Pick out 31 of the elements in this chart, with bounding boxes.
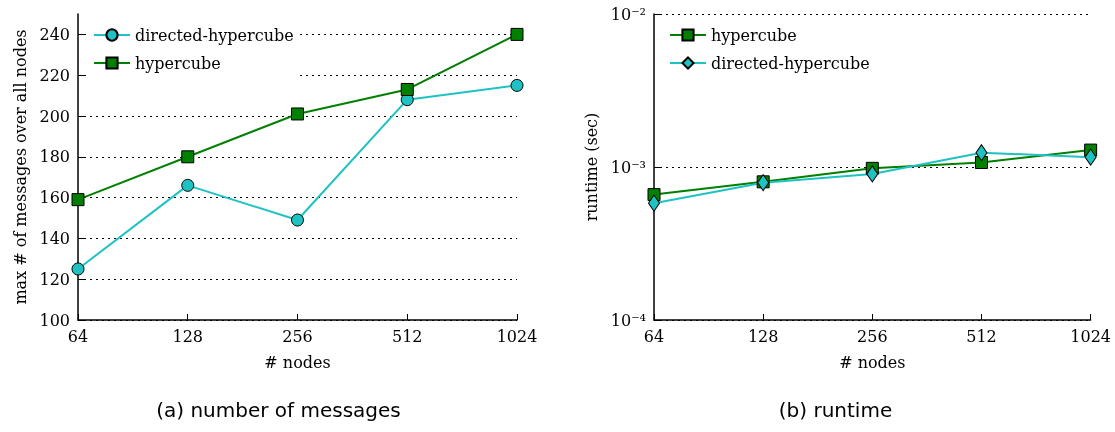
y-axis-title: runtime (sec)	[582, 112, 602, 222]
y-tick-label: 120	[39, 269, 70, 289]
y-axis-title: max # of messages over all nodes	[11, 29, 31, 305]
legend-label: directed-hypercube	[711, 53, 870, 73]
x-tick-label: 64	[67, 326, 89, 346]
y-tick-label: 180	[39, 147, 70, 167]
x-tick-label: 1024	[496, 326, 538, 346]
y-tick-label: 220	[39, 65, 70, 85]
y-tick-label: 10⁻⁴	[610, 310, 646, 330]
x-tick-label: 256	[857, 326, 888, 346]
y-tick-label: 10⁻²	[610, 4, 646, 24]
x-tick-label: 128	[172, 326, 204, 346]
legend-label: directed-hypercube	[135, 25, 294, 45]
x-tick-label: 1024	[1070, 326, 1111, 346]
x-tick-label: 512	[966, 326, 997, 346]
y-tick-label: 240	[39, 24, 70, 44]
y-tick-label: 160	[39, 188, 70, 208]
x-tick-label: 512	[391, 326, 423, 346]
legend-label: hypercube	[711, 25, 797, 45]
x-tick-label: 128	[747, 326, 779, 346]
text: (a) number of messages	[156, 398, 401, 422]
x-axis-title: # nodes	[839, 352, 906, 372]
text: (b) runtime	[778, 398, 893, 422]
y-tick-label: 200	[39, 106, 70, 126]
legend-label: hypercube	[135, 53, 221, 73]
x-tick-label: 64	[643, 326, 665, 346]
x-tick-label: 256	[282, 326, 313, 346]
x-axis-title: # nodes	[264, 352, 331, 372]
y-tick-label: 100	[39, 310, 70, 330]
y-tick-label: 140	[39, 228, 70, 248]
y-tick-label: 10⁻³	[610, 157, 646, 177]
